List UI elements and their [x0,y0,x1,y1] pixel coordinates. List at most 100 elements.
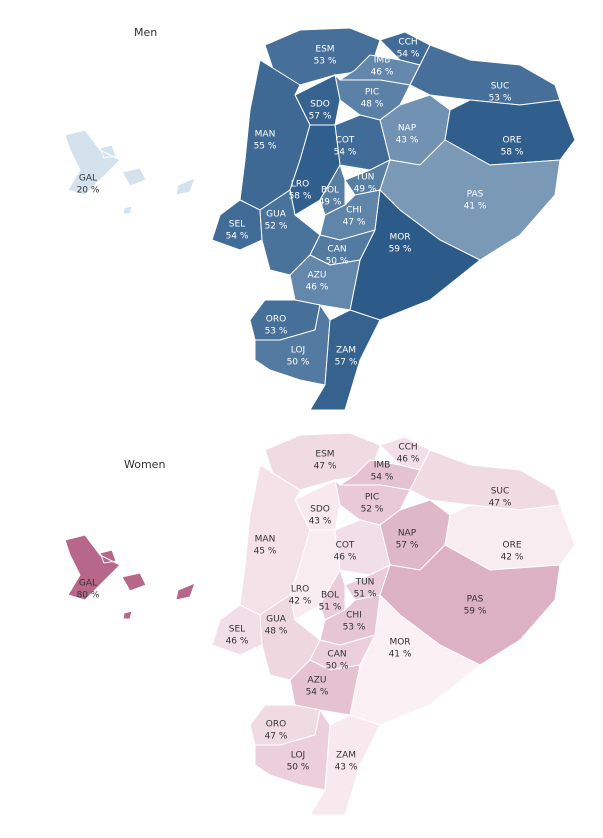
province-code: MAN [255,535,276,545]
province-code: MAN [255,130,276,140]
province-value: 58 % [289,192,312,202]
province-value: 42 % [289,597,312,607]
province-value: 43 % [396,136,419,146]
province [309,714,381,816]
province [379,139,561,261]
province [409,449,561,511]
province-code: COT [336,541,355,551]
province-code: LOJ [291,346,305,356]
province-code: LOJ [291,751,305,761]
province-value: 53 % [265,327,288,337]
province-value: 47 % [343,218,366,228]
province-code: SUC [491,487,510,497]
province-code: IMB [374,461,391,471]
province-code: SDO [310,100,330,110]
province [64,129,196,215]
province-value: 46 % [397,455,420,465]
province-value: 80 % [77,591,100,601]
province-code: COT [336,136,355,146]
province-value: 41 % [464,202,487,212]
province-value: 48 % [265,627,288,637]
province-code: GUA [266,615,287,625]
province-code: NAP [398,529,417,539]
province-value: 53 % [489,94,512,104]
province-value: 57 % [335,358,358,368]
province-code: ZAM [336,751,356,761]
province-value: 48 % [361,100,384,110]
province-code: GAL [79,174,97,184]
province-value: 59 % [389,245,412,255]
province-code: LRO [291,180,309,190]
province-code: ORO [266,720,286,730]
province-value: 51 % [319,603,342,613]
province-value: 47 % [265,732,288,742]
province-code: IMB [374,56,391,66]
province-value: 57 % [396,541,419,551]
province-code: ESM [315,45,334,55]
province-value: 54 % [306,688,329,698]
province-code: CAN [327,245,346,255]
province-value: 54 % [397,50,420,60]
province-value: 46 % [226,637,249,647]
province [319,163,346,216]
province-code: MOR [389,638,410,648]
province [289,124,341,216]
province-value: 54 % [371,473,394,483]
province-code: CCH [398,38,417,48]
province-code: BOL [321,591,339,601]
province-value: 52 % [265,222,288,232]
province-value: 50 % [287,358,310,368]
province-value: 53 % [343,623,366,633]
province-value: 45 % [254,547,277,557]
province-code: CHI [346,206,362,216]
province [409,44,561,106]
province-code: SDO [310,505,330,515]
province-code: GUA [266,210,287,220]
province-value: 46 % [334,553,357,563]
province-value: 49 % [354,185,377,195]
province [289,529,341,621]
province-code: ORO [266,315,286,325]
province-code: SEL [229,625,245,635]
map-title: Women [124,458,165,471]
province-value: 50 % [287,763,310,773]
province [379,544,561,666]
province-value: 47 % [314,462,337,472]
province-value: 57 % [309,112,332,122]
province-code: TUN [355,578,375,588]
province [64,534,196,620]
province-code: AZU [308,676,327,686]
province-value: 50 % [326,257,349,267]
province-code: CHI [346,611,362,621]
province-value: 41 % [389,650,412,660]
province-code: SUC [491,82,510,92]
province-code: NAP [398,124,417,134]
province-value: 51 % [354,590,377,600]
province-value: 47 % [489,499,512,509]
province-code: CCH [398,443,417,453]
province-code: PIC [365,88,379,98]
province-value: 46 % [306,283,329,293]
province-code: ZAM [336,346,356,356]
province-value: 20 % [77,186,100,196]
province-code: LRO [291,585,309,595]
province-value: 58 % [501,148,524,158]
province-value: 43 % [335,763,358,773]
province-code: GAL [79,579,97,589]
province-code: PAS [467,595,484,605]
province-value: 55 % [254,142,277,152]
province-value: 52 % [361,505,384,515]
province [309,309,381,411]
province-value: 42 % [501,553,524,563]
province-value: 43 % [309,517,332,527]
province-value: 49 % [319,198,342,208]
province-value: 59 % [464,607,487,617]
province [319,568,346,621]
province-code: CAN [327,650,346,660]
province-value: 54 % [334,148,357,158]
province-code: AZU [308,271,327,281]
province-code: SEL [229,220,245,230]
map-title: Men [134,26,157,39]
province-value: 54 % [226,232,249,242]
province-code: BOL [321,186,339,196]
